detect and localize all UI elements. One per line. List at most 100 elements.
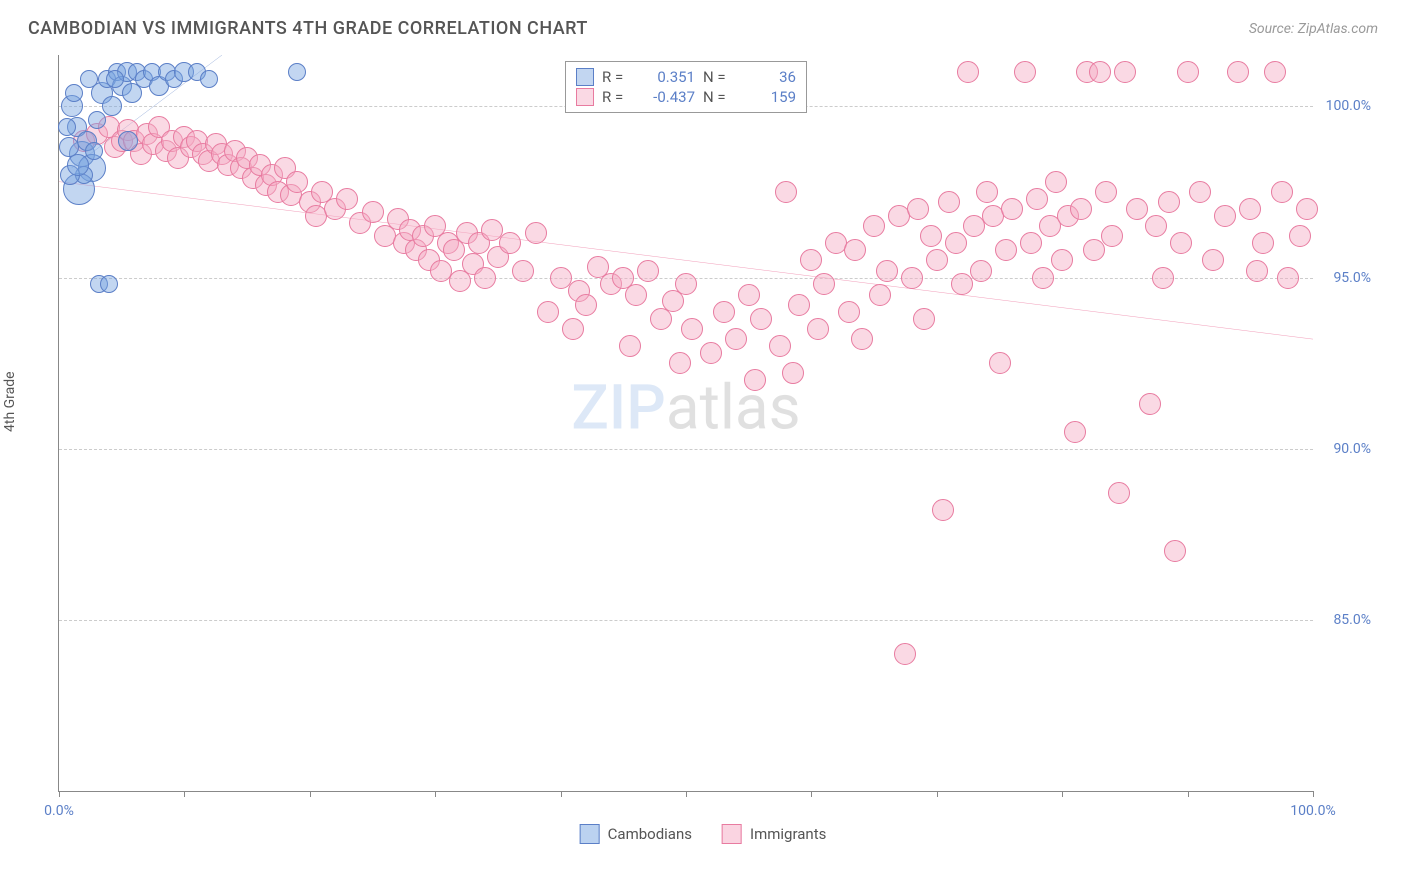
data-point [775,181,797,203]
data-point [1051,249,1073,271]
data-point [945,232,967,254]
r-value-cambodians: 0.351 [640,68,695,86]
data-point [481,219,503,241]
xtick [184,791,185,797]
data-point [1070,198,1092,220]
data-point [200,70,218,88]
ytick-label: 95.0% [1333,270,1371,286]
data-point [725,328,747,350]
data-point [58,118,76,136]
data-point [499,232,521,254]
data-point [1152,267,1174,289]
data-point [1227,61,1249,83]
data-point [1271,181,1293,203]
xtick [1188,791,1189,797]
plot-area: ZIPatlas R = 0.351 N = 36 R = -0.437 N =… [58,55,1313,792]
legend-stats-box: R = 0.351 N = 36 R = -0.437 N = 159 [565,61,807,113]
swatch-immigrants-icon [576,88,594,106]
ytick-label: 85.0% [1333,612,1371,628]
data-point [713,301,735,323]
data-point [1089,61,1111,83]
data-point [1026,188,1048,210]
data-point [1095,181,1117,203]
trend-line [59,182,1313,339]
swatch-immigrants-icon [722,824,742,844]
stat-label: R = [602,68,632,86]
data-point [744,369,766,391]
data-point [575,294,597,316]
data-point [738,284,760,306]
xtick [310,791,311,797]
xtick [1062,791,1063,797]
data-point [286,171,308,193]
data-point [118,131,138,151]
xtick [811,791,812,797]
data-point [675,273,697,295]
n-value-cambodians: 36 [741,68,796,86]
data-point [920,225,942,247]
xtick-label: 0.0% [44,803,74,819]
data-point [619,335,641,357]
data-point [1014,61,1036,83]
xtick [937,791,938,797]
data-point [782,362,804,384]
xtick [686,791,687,797]
data-point [1246,260,1268,282]
data-point [1202,249,1224,271]
data-point [1032,267,1054,289]
xtick [1313,791,1314,797]
data-point [1108,482,1130,504]
data-point [1189,181,1211,203]
gridline [59,449,1313,450]
xtick [59,791,60,797]
data-point [907,198,929,220]
data-point [894,643,916,665]
swatch-cambodians-icon [580,824,600,844]
data-point [1158,191,1180,213]
stat-label: N = [703,88,733,106]
stat-label: N = [703,68,733,86]
data-point [1252,232,1274,254]
data-point [1289,225,1311,247]
n-value-immigrants: 159 [741,88,796,106]
data-point [813,273,835,295]
data-point [863,215,885,237]
data-point [995,239,1017,261]
data-point [769,335,791,357]
data-point [989,352,1011,374]
data-point [288,63,306,81]
data-point [681,318,703,340]
source-label: Source: ZipAtlas.com [1249,21,1378,37]
watermark: ZIPatlas [571,372,800,445]
data-point [851,328,873,350]
gridline [59,620,1313,621]
data-point [474,267,496,289]
data-point [537,301,559,323]
data-point [1045,171,1067,193]
data-point [1264,61,1286,83]
data-point [106,70,124,88]
data-point [700,342,722,364]
legend-label-immigrants: Immigrants [750,825,826,843]
data-point [876,260,898,282]
data-point [1296,198,1318,220]
data-point [869,284,891,306]
data-point [1214,205,1236,227]
y-axis-label: 4th Grade [2,371,18,432]
swatch-cambodians-icon [576,68,594,86]
data-point [932,499,954,521]
data-point [669,352,691,374]
data-point [102,96,122,116]
data-point [362,201,384,223]
legend-label-cambodians: Cambodians [608,825,692,843]
data-point [938,191,960,213]
xtick-label: 100.0% [1290,803,1335,819]
chart-title: CAMBODIAN VS IMMIGRANTS 4TH GRADE CORREL… [28,18,588,39]
stat-label: R = [602,88,632,106]
data-point [1239,198,1261,220]
bottom-legend: Cambodians Immigrants [580,824,827,844]
data-point [336,188,358,210]
data-point [1139,393,1161,415]
data-point [844,239,866,261]
data-point [913,308,935,330]
